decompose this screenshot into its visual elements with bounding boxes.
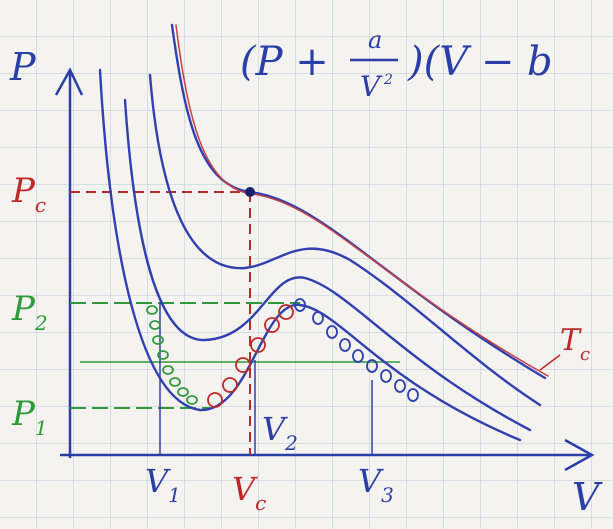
formula-left: (P + <box>240 39 329 85</box>
volume-label-symbol: V <box>262 410 288 448</box>
pressure-label-symbol: P <box>11 171 36 211</box>
formula-exponent: 2 <box>383 72 393 88</box>
volume-label-sub: 3 <box>381 483 394 507</box>
volume-label-sub: 1 <box>168 483 181 507</box>
sketch: (P + a V 2 )(V − b P V PcP2P1 V1VcV2V3 T… <box>0 0 613 529</box>
volume-label-symbol: V <box>358 462 384 500</box>
volume-label-symbol: V <box>232 470 258 508</box>
volume-label-symbol: V <box>145 462 171 500</box>
formula-right: )(V − b <box>407 39 553 85</box>
pressure-label-sub: 2 <box>34 311 48 335</box>
p-axis-label: P <box>9 45 37 89</box>
formula-numerator: a <box>368 26 382 54</box>
v-axis-label: V <box>572 475 603 519</box>
formula-denominator: V <box>360 70 383 103</box>
pressure-label-symbol: P <box>11 394 36 434</box>
volume-label-sub: c <box>255 491 266 515</box>
pressure-label-sub: c <box>35 193 46 217</box>
volume-label-sub: 2 <box>284 431 298 455</box>
pressure-label-symbol: P <box>11 289 36 329</box>
tc-symbol: T <box>560 323 582 358</box>
critical-point <box>245 187 255 197</box>
pressure-label-sub: 1 <box>35 416 48 440</box>
tc-sub: c <box>580 344 590 365</box>
